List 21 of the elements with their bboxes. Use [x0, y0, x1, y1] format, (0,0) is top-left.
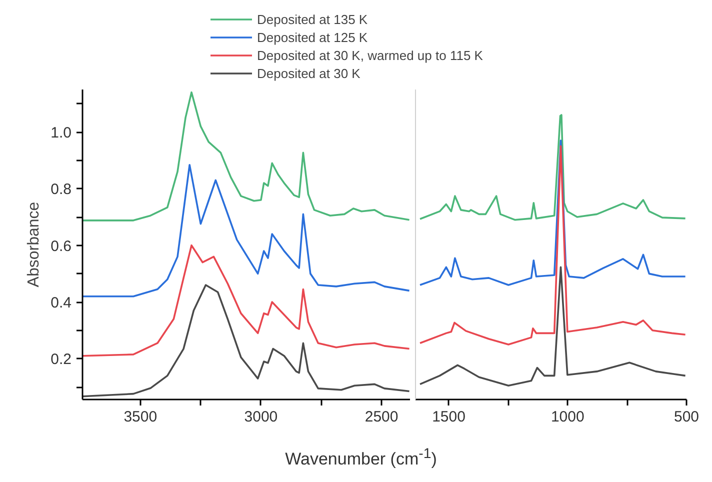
- x-tick-label: 3000: [244, 408, 278, 426]
- legend-label: Deposited at 30 K, warmed up to 115 K: [257, 46, 483, 64]
- x-tick-label: 2500: [364, 408, 398, 426]
- line-series: [82, 91, 410, 222]
- legend-label: Deposited at 125 K: [257, 28, 368, 46]
- y-tick-label: 0.4: [50, 294, 72, 312]
- y-tick-label: 1.0: [50, 124, 72, 142]
- legend-label: Deposited at 135 K: [257, 10, 368, 28]
- y-tick-label: 0.6: [50, 238, 72, 255]
- line-series: [82, 244, 410, 357]
- line-series: [82, 164, 410, 298]
- x-tick-label: 500: [674, 408, 700, 426]
- x-axis-title: Wavenumber (cm$^{-1}$): [284, 445, 438, 471]
- x-tick-label: 1000: [550, 408, 584, 426]
- y-tick-label: 0.2: [50, 351, 72, 368]
- legend-label: Deposited at 30 K: [257, 64, 360, 82]
- x-tick-label: 3500: [124, 408, 158, 426]
- line-series: [82, 284, 410, 398]
- x-tick-label: 1500: [432, 408, 466, 426]
- y-axis-title: Absorbance: [26, 202, 43, 288]
- y-tick-label: 0.8: [50, 181, 72, 198]
